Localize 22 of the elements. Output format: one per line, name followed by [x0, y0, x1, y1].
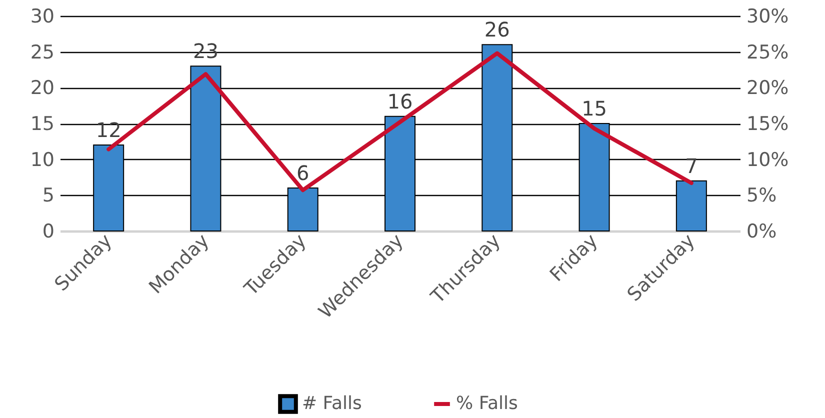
y-tick-label: 30 [30, 6, 54, 28]
y-tick-label: 0 [42, 220, 54, 242]
y-tick-label: 15 [30, 113, 54, 135]
y-tick-label: 20 [30, 77, 54, 100]
y2-tick-label: 30% [746, 6, 789, 28]
data-label: 15 [582, 96, 608, 120]
data-label: 7 [685, 154, 698, 178]
y2-tick-label: 10% [746, 148, 789, 171]
y-tick-label: 5 [42, 184, 54, 207]
y2-tick-label: 5% [746, 184, 777, 207]
legend-label: # Falls [302, 393, 362, 414]
y-tick-label: 10 [30, 148, 54, 171]
data-label: 16 [387, 89, 413, 114]
y2-tick-label: 15% [746, 113, 789, 135]
y-tick-label: 25 [30, 41, 54, 64]
data-label: 26 [484, 18, 510, 42]
legend-label: % Falls [456, 393, 518, 414]
y2-tick-label: 0% [746, 220, 777, 242]
y2-tick-label: 20% [746, 77, 789, 100]
data-label: 12 [96, 118, 122, 142]
data-label: 6 [296, 161, 310, 185]
y2-tick-label: 25% [746, 41, 789, 64]
